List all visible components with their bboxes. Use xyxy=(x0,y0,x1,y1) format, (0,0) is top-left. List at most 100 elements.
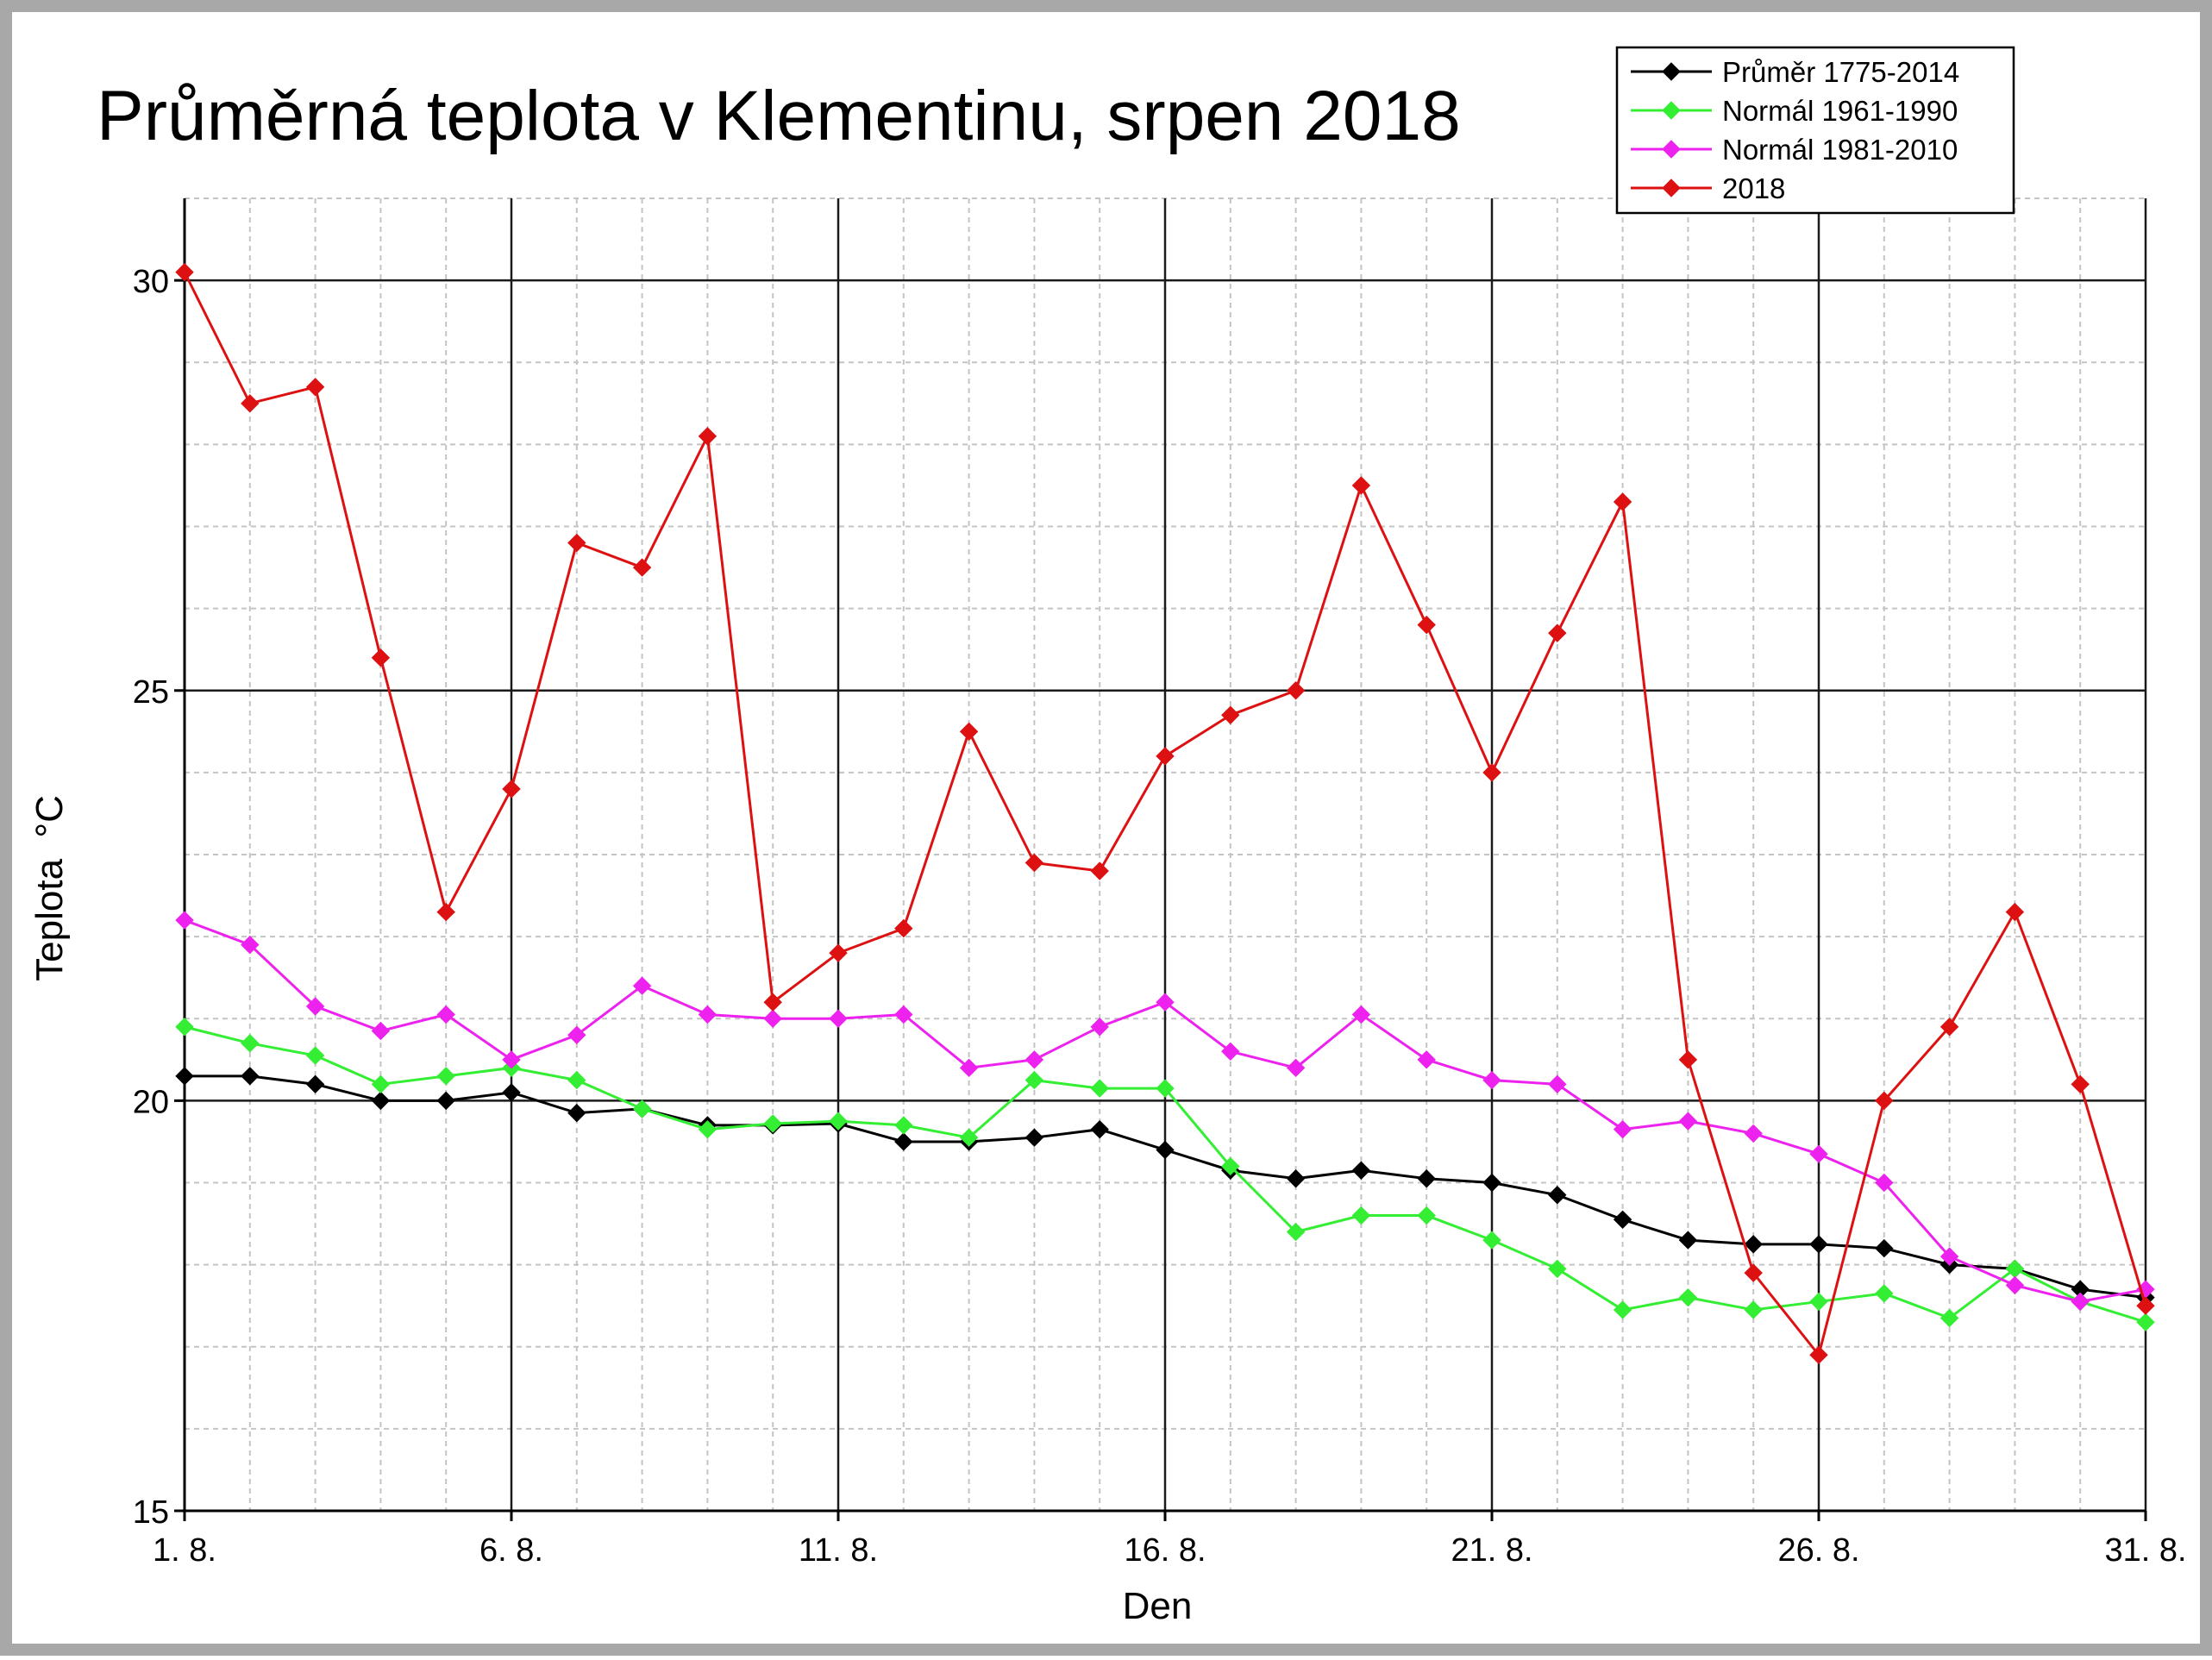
series-0-point xyxy=(502,1083,521,1102)
series-1-point xyxy=(1548,1259,1567,1279)
series-0-point xyxy=(371,1091,391,1111)
series-3-point xyxy=(567,533,586,553)
series-3-point xyxy=(1156,747,1175,766)
series-3-point xyxy=(305,378,325,397)
series-1-point xyxy=(1613,1300,1632,1319)
x-tick-label: 6. 8. xyxy=(479,1532,543,1569)
x-axis-label: Den xyxy=(1123,1585,1193,1627)
series-2-point xyxy=(894,1005,913,1024)
x-tick-label: 16. 8. xyxy=(1124,1532,1206,1569)
legend-label: Normál 1981-2010 xyxy=(1722,134,1958,166)
series-2-point xyxy=(1613,1119,1632,1139)
series-2-point xyxy=(241,935,260,955)
series-3-point xyxy=(241,394,260,413)
series-1-point xyxy=(1090,1079,1109,1098)
series-1-point xyxy=(1025,1070,1044,1090)
legend-swatch-marker xyxy=(1662,62,1681,81)
legend-box xyxy=(1615,46,2015,215)
series-3-point xyxy=(1482,763,1501,782)
series-3-point xyxy=(2136,1296,2155,1315)
series-0-point xyxy=(1875,1238,1894,1258)
y-tick-label: 30 xyxy=(133,264,169,300)
series-0-point xyxy=(1417,1169,1436,1188)
series-2-point xyxy=(1221,1042,1240,1062)
series-2-point xyxy=(1090,1018,1109,1037)
series-2-point xyxy=(1417,1050,1436,1069)
series-3-point xyxy=(1090,861,1109,880)
series-1-point xyxy=(1678,1287,1698,1307)
series-1-point xyxy=(241,1034,260,1053)
series-3-point xyxy=(763,993,782,1012)
series-0-point xyxy=(1286,1169,1306,1188)
series-0-point xyxy=(567,1103,586,1123)
series-0-point xyxy=(1351,1161,1371,1180)
series-2-point xyxy=(1156,993,1175,1012)
series-3-point xyxy=(894,918,913,938)
series-1-point xyxy=(1351,1206,1371,1225)
series-2-point xyxy=(305,997,325,1016)
series-1-point xyxy=(371,1074,391,1094)
series-2-point xyxy=(502,1050,521,1069)
series-2-point xyxy=(698,1005,717,1024)
series-1-point xyxy=(1417,1206,1436,1225)
series-1-point xyxy=(1744,1300,1763,1319)
legend-swatch-marker xyxy=(1662,101,1681,120)
series-2-point xyxy=(1025,1050,1044,1069)
series-0-point xyxy=(894,1132,913,1151)
series-2-point xyxy=(2005,1275,2025,1295)
series-1-point xyxy=(632,1099,652,1118)
series-0-point xyxy=(436,1091,455,1111)
series-1-point xyxy=(894,1116,913,1135)
y-tick-label: 20 xyxy=(133,1084,169,1120)
series-0-point xyxy=(241,1067,260,1086)
series-0-point xyxy=(1613,1210,1632,1230)
series-2-point xyxy=(632,976,652,995)
series-2-point xyxy=(1875,1173,1894,1193)
series-1-point xyxy=(1156,1079,1175,1098)
series-2-point xyxy=(1351,1005,1371,1024)
series-2-point xyxy=(829,1009,848,1028)
chart-title: Průměrná teplota v Klementinu, srpen 201… xyxy=(97,77,1461,155)
series-1-point xyxy=(1809,1292,1828,1312)
series-3-point xyxy=(2071,1074,2090,1094)
series-3-point xyxy=(632,558,652,577)
series-3-point xyxy=(1286,681,1306,700)
series-3-point xyxy=(371,648,391,667)
series-2-point xyxy=(763,1009,782,1028)
series-1-point xyxy=(1875,1284,1894,1303)
series-3-point xyxy=(1025,853,1044,873)
y-tick-label: 15 xyxy=(133,1494,169,1531)
y-tick-label: 25 xyxy=(133,674,169,711)
series-2-point xyxy=(175,911,194,930)
series-1-point xyxy=(436,1067,455,1086)
x-tick-labels: 1. 8. 6. 8. 11. 8. 16. 8. 21. 8. 26. 8. 31. 8. xyxy=(153,1532,2187,1569)
series-1-point xyxy=(175,1018,194,1037)
series-0-point xyxy=(1548,1186,1567,1205)
series-1-point xyxy=(959,1128,979,1147)
series-3-point xyxy=(1875,1091,1894,1111)
series-1-point xyxy=(567,1070,586,1090)
series-3-point xyxy=(1351,476,1371,495)
series-0-point xyxy=(1090,1119,1109,1139)
legend-swatch-marker xyxy=(1662,140,1681,159)
series-3-point xyxy=(1744,1263,1763,1282)
series-1-point xyxy=(1482,1231,1501,1250)
y-tick-labels: 15 20 25 30 xyxy=(133,264,169,1531)
series-0-point xyxy=(1678,1231,1698,1250)
series-3-point xyxy=(175,262,194,282)
x-tick-label: 11. 8. xyxy=(799,1532,878,1569)
series-3-point xyxy=(1939,1018,1959,1037)
x-tick-label: 26. 8. xyxy=(1777,1532,1859,1569)
series-0-point xyxy=(305,1074,325,1094)
series-0-point xyxy=(175,1067,194,1086)
series-2-point xyxy=(1744,1124,1763,1143)
series-layer xyxy=(175,262,2155,1364)
series-2-point xyxy=(1809,1144,1828,1163)
series-2-point xyxy=(1678,1112,1698,1131)
series-2-point xyxy=(371,1021,391,1041)
series-3-point xyxy=(502,780,521,799)
